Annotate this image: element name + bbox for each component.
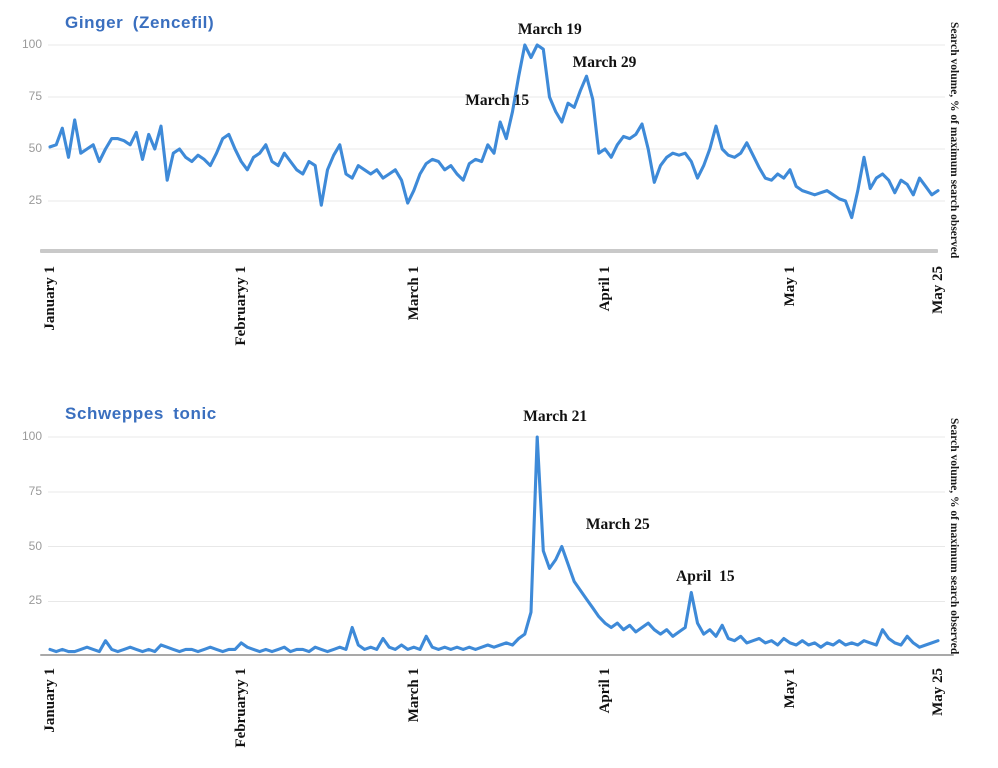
chart-title-schweppes: Schweppes tonic	[65, 404, 217, 423]
y-tick-label: 75	[28, 89, 42, 103]
x-tick-label: April 1	[597, 266, 613, 312]
y-tick-label: 75	[28, 483, 42, 498]
axis-baseline	[40, 654, 954, 656]
annotation-label: April 15	[676, 568, 735, 586]
annotation-label: March 15	[465, 91, 530, 109]
y-axis-right-label-top: Search volume, % of maximum search obser…	[948, 22, 960, 259]
x-tick-label: March 1	[405, 668, 422, 723]
y-tick-label: 50	[28, 141, 42, 155]
annotation-label: March 29	[572, 54, 637, 72]
chart-title-ginger: Ginger (Zencefil)	[65, 13, 215, 32]
x-tick-label: May 1	[782, 668, 798, 709]
x-tick-label: May 1	[782, 266, 798, 307]
y-tick-label: 50	[28, 538, 42, 553]
x-tick-label: April 1	[597, 668, 613, 714]
annotation-label: March 19	[517, 21, 582, 38]
x-tick-label: May 25	[930, 668, 946, 716]
x-tick-label: Februaryy 1	[233, 668, 250, 748]
y-tick-label: 100	[21, 429, 42, 443]
y-tick-label: 100	[21, 37, 42, 51]
trend-line	[48, 435, 940, 654]
axis-baseline	[40, 249, 938, 253]
x-tick-label: Februaryy 1	[233, 266, 250, 346]
x-tick-label: May 25	[930, 266, 946, 314]
x-tick-label: January 1	[42, 668, 58, 733]
annotation-label: March 25	[585, 515, 650, 533]
trend-line	[48, 43, 940, 220]
annotation-label: March 21	[523, 408, 588, 425]
x-tick-label: March 1	[405, 266, 422, 321]
y-axis-right-label-bottom: Search volume, % of maximum search obser…	[948, 418, 960, 655]
x-tick-label: January 1	[42, 266, 58, 331]
y-tick-label: 25	[28, 593, 42, 608]
y-tick-label: 25	[28, 193, 42, 207]
